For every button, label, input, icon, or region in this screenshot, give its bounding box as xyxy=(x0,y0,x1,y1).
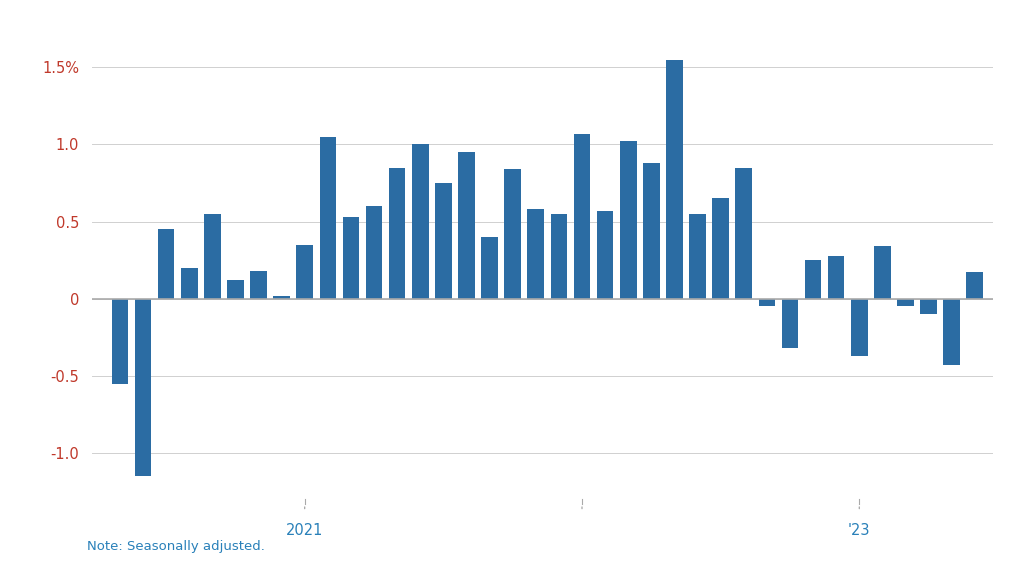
Bar xyxy=(781,299,799,348)
Bar xyxy=(967,272,983,299)
Bar xyxy=(666,60,683,299)
Bar xyxy=(735,168,752,299)
Bar xyxy=(366,206,382,299)
Bar xyxy=(897,299,913,306)
Bar xyxy=(643,163,659,299)
Bar xyxy=(827,256,845,299)
Bar xyxy=(943,299,961,365)
Bar xyxy=(874,247,891,299)
Bar xyxy=(620,141,637,299)
Bar xyxy=(181,268,198,299)
Bar xyxy=(851,299,867,356)
Bar xyxy=(921,299,937,314)
Bar xyxy=(389,168,406,299)
Bar xyxy=(204,214,220,299)
Bar xyxy=(135,299,152,476)
Bar xyxy=(527,209,544,299)
Bar xyxy=(805,260,821,299)
Bar xyxy=(551,214,567,299)
Bar xyxy=(227,280,244,299)
Bar xyxy=(481,237,498,299)
Bar xyxy=(412,145,429,299)
Bar xyxy=(597,211,613,299)
Text: Note: Seasonally adjusted.: Note: Seasonally adjusted. xyxy=(87,540,265,553)
Bar xyxy=(343,217,359,299)
Bar xyxy=(158,229,174,299)
Bar xyxy=(319,137,336,299)
Bar xyxy=(250,271,267,299)
Bar xyxy=(713,199,729,299)
Bar xyxy=(505,169,521,299)
Bar xyxy=(296,245,313,299)
Bar xyxy=(759,299,775,306)
Bar xyxy=(458,152,475,299)
Bar xyxy=(573,134,590,299)
Bar xyxy=(112,299,128,384)
Bar xyxy=(435,183,452,299)
Bar xyxy=(273,295,290,299)
Bar xyxy=(689,214,706,299)
